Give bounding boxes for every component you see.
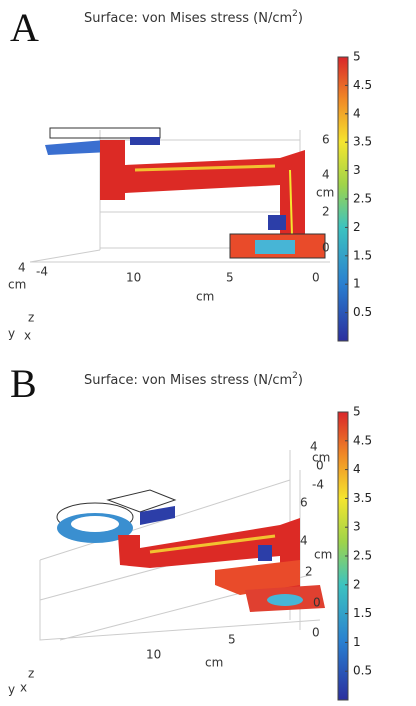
colorbar-tick-label: 3 (353, 163, 361, 177)
z-tick-label: 0 (322, 241, 330, 255)
x-axis-unit: cm (196, 290, 214, 304)
colorbar-tick-label: 1.5 (353, 606, 372, 620)
triad-label: y (8, 683, 15, 697)
z-tick-label: 6 (300, 496, 308, 510)
z-tick-label: 2 (305, 565, 313, 579)
z-axis-unit: cm (314, 548, 332, 562)
triad-label: x (20, 681, 27, 695)
triad-label: x (24, 329, 31, 343)
y-axis-unit: cm (8, 278, 26, 292)
panel-b: B Surface: von Mises stress (N/cm2) 4 0 … (8, 361, 349, 701)
x-axis-unit: cm (205, 656, 223, 670)
triad-label: z (28, 311, 34, 325)
z-tick-label: 2 (322, 205, 330, 219)
triad-label: z (28, 667, 34, 681)
x-tick-label: 10 (146, 648, 161, 662)
colorbar-tick-label: 4 (353, 106, 361, 120)
model (56, 489, 325, 612)
colorbar-tick-label: 2.5 (353, 549, 372, 563)
colorbar-tick-label: 3 (353, 520, 361, 534)
colorbar-tick-label: 3.5 (353, 491, 372, 505)
z-axis-unit: cm (316, 186, 334, 200)
panel-label: B (10, 361, 37, 406)
y-tick-label: -4 (312, 478, 324, 492)
colorbar-tick-label: 1 (353, 635, 361, 649)
colorbar-tick-label: 5 (353, 405, 361, 419)
x-tick-label: 0 (312, 271, 320, 285)
colorbar-tick-label: 4.5 (353, 78, 372, 92)
y-tick-label: 4 (310, 440, 318, 454)
colorbar-tick-label: 2.5 (353, 192, 372, 206)
y-axis-unit: cm (312, 451, 330, 465)
x-tick-label: 10 (126, 271, 141, 285)
colorbar-tick-label: 3.5 (353, 135, 372, 149)
colorbar-tick-label: 1 (353, 277, 361, 291)
panel-title: Surface: von Mises stress (N/cm2) (84, 371, 303, 388)
y-tick-label: 4 (18, 261, 26, 275)
y-tick-label: 0 (316, 459, 324, 473)
colorbar-tick-label: 2 (353, 577, 361, 591)
triad-label: y (8, 327, 15, 341)
z-tick-label: 6 (322, 133, 330, 147)
panel-label: A (10, 5, 39, 50)
panel-title: Surface: von Mises stress (N/cm2) (84, 9, 303, 26)
x-tick-label: 5 (228, 633, 236, 647)
colorbar-tick-label: 4.5 (353, 433, 372, 447)
colorbar-tick-label: 0.5 (353, 664, 372, 678)
y-tick-label: -4 (36, 265, 48, 279)
colorbar-tick-label: 1.5 (353, 248, 372, 262)
colorbar-tick-label: 4 (353, 462, 361, 476)
x-tick-label: 0 (312, 626, 320, 640)
x-tick-label: 5 (226, 271, 234, 285)
colorbar-tick-label: 2 (353, 220, 361, 234)
z-tick-label: 0 (313, 596, 321, 610)
z-tick-label: 4 (322, 168, 330, 182)
model (45, 127, 326, 259)
colorbar-tick-label: 5 (353, 50, 361, 64)
z-tick-label: 4 (300, 534, 308, 548)
colorbar-tick-label: 0.5 (353, 305, 372, 319)
panel-a: A Surface: von Mises stress (N/cm2) 6 4 … (8, 5, 349, 343)
